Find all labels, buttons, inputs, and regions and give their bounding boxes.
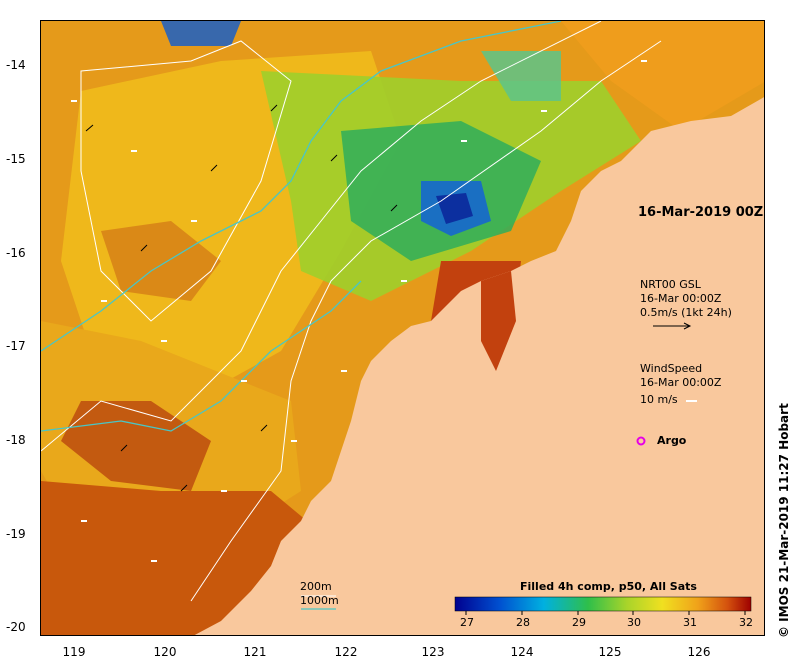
y-tick-label: -16 (6, 246, 26, 260)
wind-legend-scale: 10 m/s (640, 393, 678, 406)
depth-200-label: 200m (300, 580, 332, 593)
x-tick-label: 121 (243, 645, 267, 659)
date-label: 16-Mar-2019 00Z (638, 205, 764, 220)
y-tick-label: -14 (6, 58, 26, 72)
colorbar-title: Filled 4h comp, p50, All Sats (520, 580, 697, 593)
current-legend-time: 16-Mar 00:00Z (640, 292, 722, 305)
sst-map-svg (41, 21, 764, 635)
x-tick-label: 123 (421, 645, 445, 659)
isobath-200m (41, 21, 602, 452)
sst-patch-ne (561, 21, 764, 131)
x-tick-label: 122 (334, 645, 358, 659)
isobath-200m-loop (80, 40, 292, 322)
colorbar-ticks (465, 611, 746, 615)
current-legend-title: NRT00 GSL (640, 278, 701, 291)
depth-1000-label: 1000m (300, 594, 339, 607)
sst-map (40, 20, 765, 636)
x-tick-label: 126 (687, 645, 711, 659)
sst-patch-orange (101, 221, 221, 301)
colorbar-tick-label: 28 (516, 616, 530, 629)
argo-label: Argo (657, 434, 687, 447)
wind-vectors (71, 60, 647, 562)
wind-legend-title: WindSpeed (640, 362, 703, 375)
y-tick-label: -18 (6, 433, 26, 447)
colorbar-tick-label: 31 (683, 616, 697, 629)
colorbar-gradient (454, 596, 752, 612)
colorbar-tick-label: 32 (739, 616, 753, 629)
x-tick-label: 119 (62, 645, 86, 659)
sst-patch-cold-north (161, 21, 241, 46)
x-tick-label: 125 (598, 645, 622, 659)
sst-inlet (481, 271, 516, 371)
wind-legend-time: 16-Mar 00:00Z (640, 376, 722, 389)
y-tick-label: -19 (6, 527, 26, 541)
y-tick-label: -20 (6, 620, 26, 634)
isobath-200m-outer (190, 40, 662, 602)
current-scale-arrowhead (683, 322, 692, 330)
argo-marker (636, 436, 646, 446)
isobath-1000m (41, 21, 562, 352)
x-tick-label: 124 (510, 645, 534, 659)
colorbar-tick-label: 29 (572, 616, 586, 629)
y-tick-label: -17 (6, 339, 26, 353)
y-tick-label: -15 (6, 152, 26, 166)
isobath-1000m-south (41, 280, 362, 432)
imos-credit: © IMOS 21-Mar-2019 11:27 Hobart (777, 403, 791, 638)
colorbar-tick-label: 27 (460, 616, 474, 629)
land-mainland (194, 97, 764, 635)
colorbar (454, 596, 752, 615)
sst-patch-coldest (436, 193, 473, 224)
x-tick-label: 120 (153, 645, 177, 659)
current-legend-scale: 0.5m/s (1kt 24h) (640, 306, 732, 319)
colorbar-tick-label: 30 (627, 616, 641, 629)
current-vectors (85, 104, 398, 492)
sst-patch-teal (481, 51, 561, 101)
